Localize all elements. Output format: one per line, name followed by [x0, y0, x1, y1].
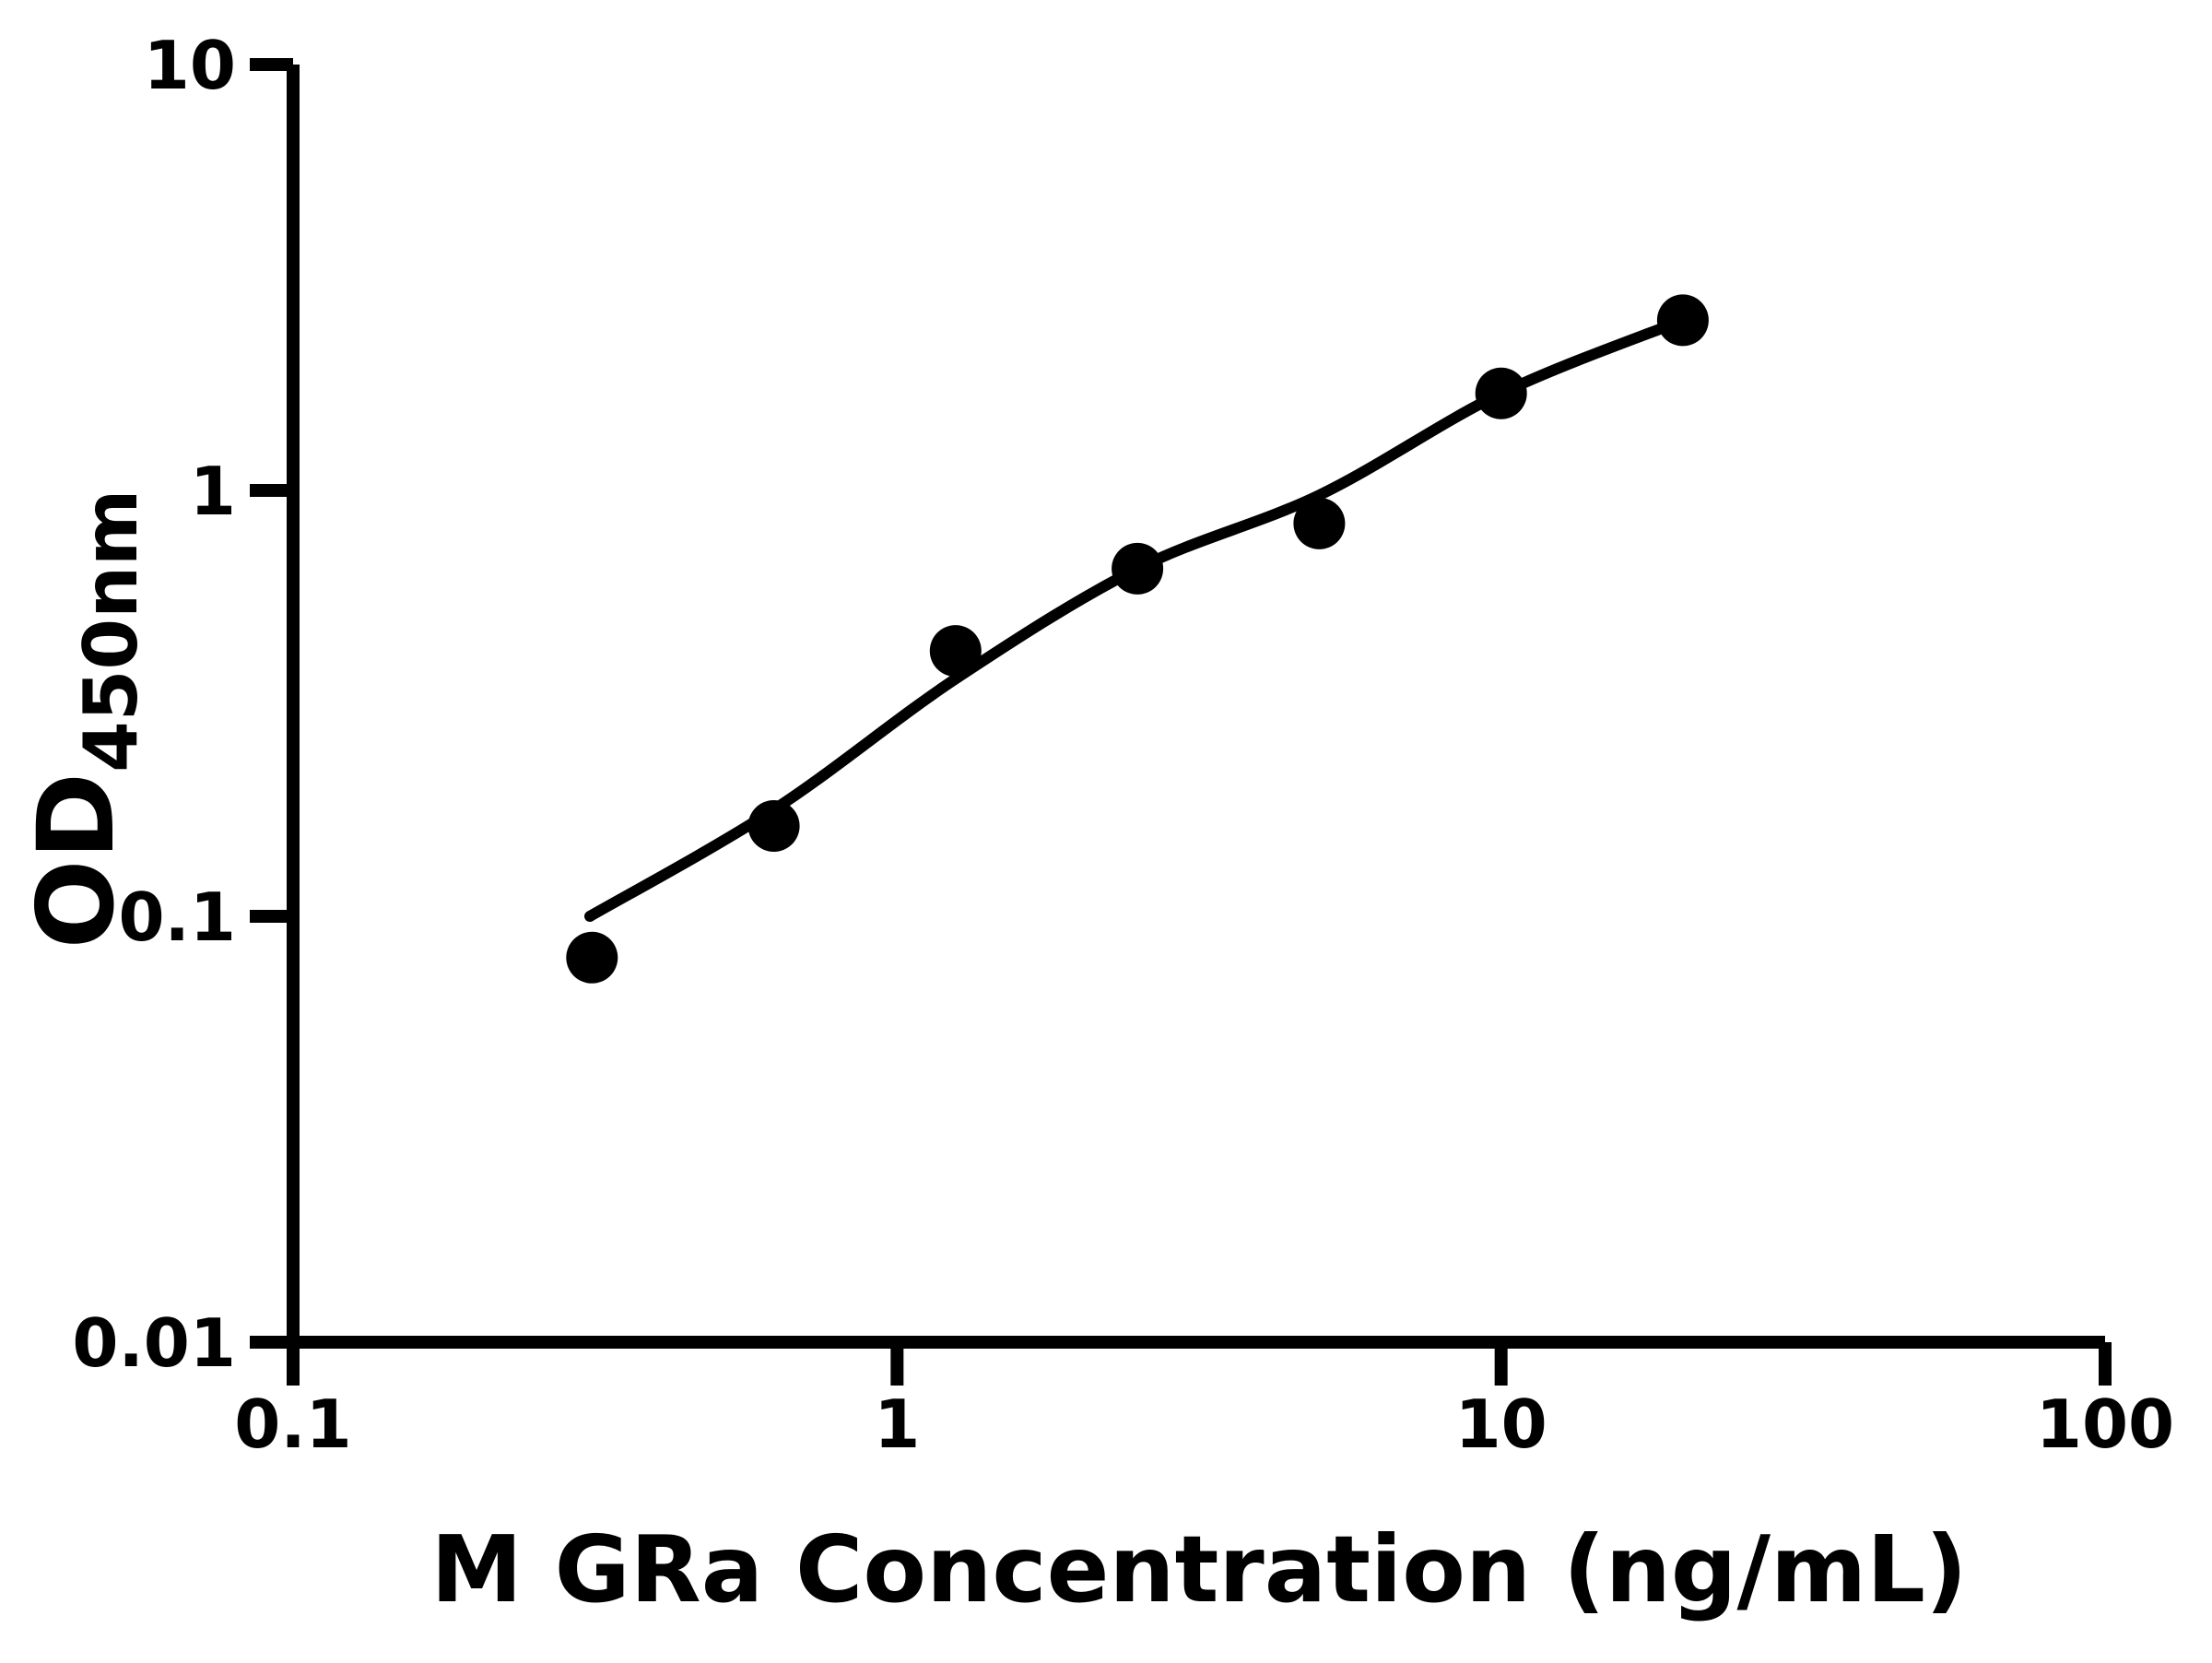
x-tick-label: 0.1 — [234, 1386, 352, 1463]
x-tick-label: 1 — [874, 1386, 920, 1463]
y-axis-title-main: OD — [15, 773, 137, 949]
y-tick-label: 1 — [190, 453, 236, 530]
data-point — [566, 931, 618, 984]
y-tick-label: 10 — [144, 27, 236, 104]
y-axis-title: OD450nm — [15, 489, 154, 949]
x-tick-label: 100 — [2036, 1386, 2174, 1463]
axis-ticks — [250, 58, 2112, 1386]
data-point — [1656, 294, 1709, 347]
data-point — [1293, 497, 1346, 549]
x-axis-title: M GRa Concentration (ng/mL) — [430, 1516, 1967, 1623]
y-tick-label: 0.01 — [72, 1304, 236, 1382]
data-points-layer — [566, 294, 1709, 984]
data-point — [1475, 367, 1527, 419]
data-point — [929, 625, 982, 678]
y-tick-label: 0.1 — [118, 879, 236, 956]
y-axis-title-subscript: 450nm — [68, 489, 154, 773]
axes — [287, 65, 2105, 1349]
data-point — [747, 800, 800, 852]
data-point — [1112, 542, 1164, 595]
x-tick-label: 10 — [1455, 1386, 1547, 1463]
